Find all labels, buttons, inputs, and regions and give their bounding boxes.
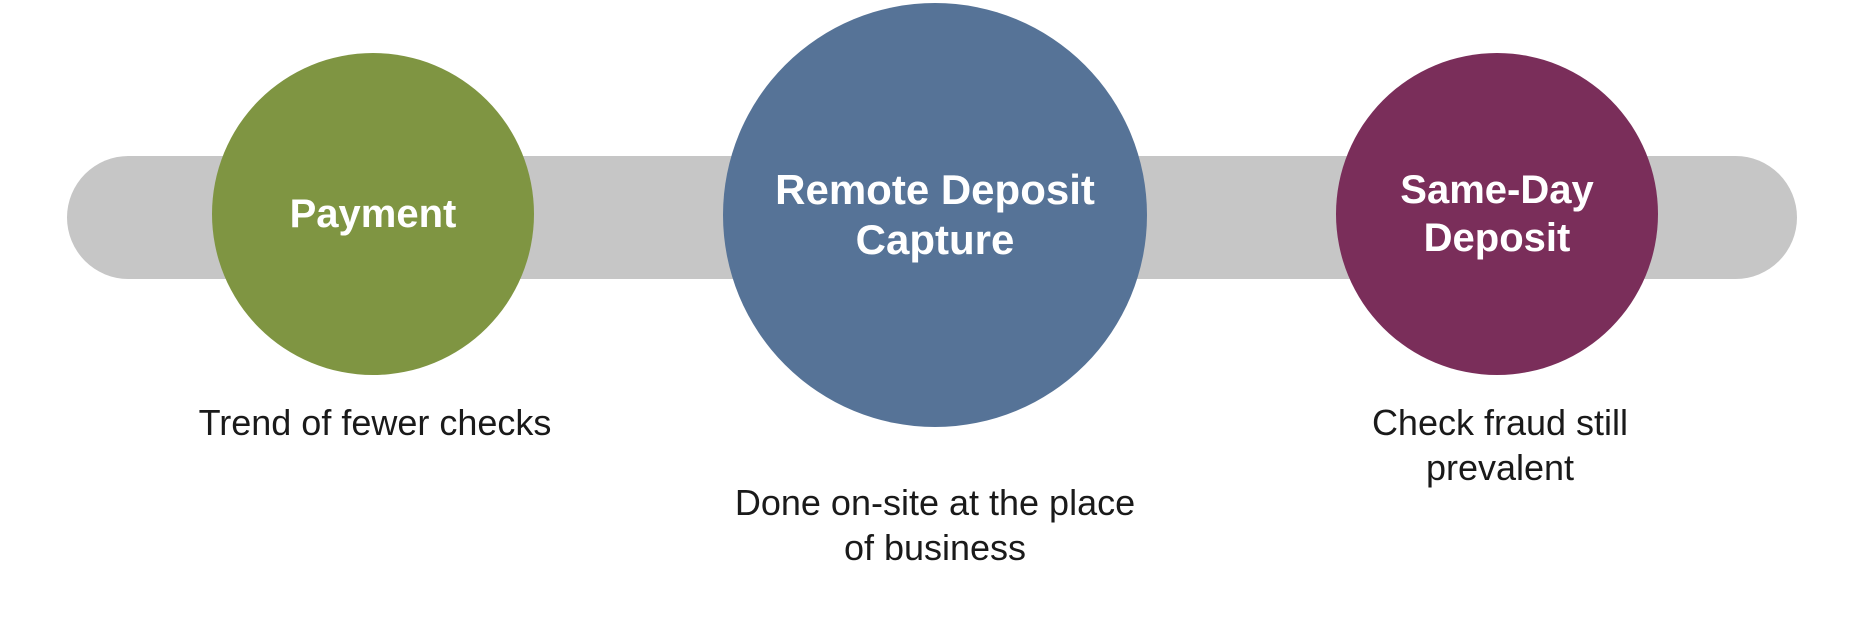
node-remote-deposit-capture-caption: Done on-site at the place of business (720, 480, 1150, 570)
node-remote-deposit-capture-title: Remote Deposit Capture (743, 165, 1127, 266)
node-remote-deposit-capture: Remote Deposit Capture (723, 3, 1147, 427)
node-payment-title: Payment (290, 190, 457, 238)
node-same-day-deposit: Same-Day Deposit (1336, 53, 1658, 375)
node-same-day-deposit-title: Same-Day Deposit (1356, 166, 1638, 262)
node-same-day-deposit-caption: Check fraud still prevalent (1320, 400, 1680, 490)
node-payment-caption: Trend of fewer checks (195, 400, 555, 445)
node-payment: Payment (212, 53, 534, 375)
